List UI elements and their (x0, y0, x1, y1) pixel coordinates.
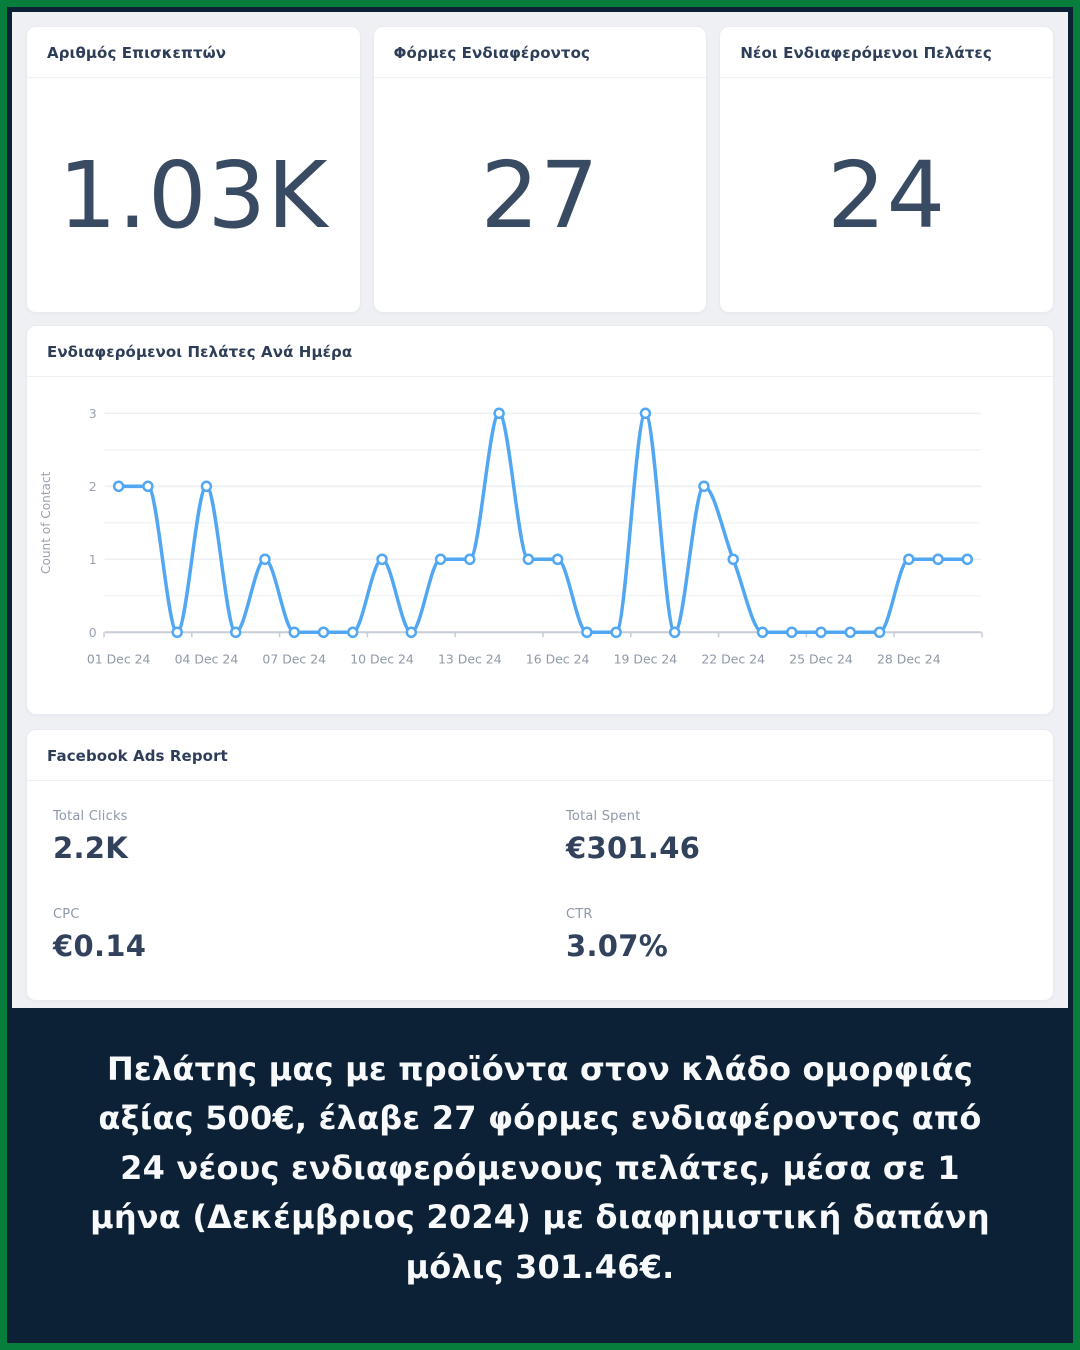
chart-point[interactable] (551, 553, 564, 566)
metric-total-clicks: Total Clicks 2.2K (27, 791, 540, 889)
chart-point[interactable] (493, 407, 505, 420)
caption-text: Πελάτης μας με προϊόντα στον κλάδο ομορφ… (90, 1049, 990, 1286)
chart-point[interactable] (142, 480, 154, 493)
chart-point[interactable] (786, 626, 798, 639)
chart-point[interactable] (610, 626, 622, 639)
chart-point[interactable] (464, 553, 476, 566)
chart-point[interactable] (112, 480, 125, 493)
kpi-card-forms: Φόρμες Ενδιαφέροντος 27 (372, 26, 708, 313)
kpi-title-new-leads: Νέοι Ενδιαφερόμενοι Πελάτες (720, 27, 1054, 78)
chart-point[interactable] (844, 626, 857, 639)
metric-value: €301.46 (566, 831, 701, 865)
report-frame: Αριθμός Επισκεπτών 1.03K Φόρμες Ενδιαφέρ… (7, 7, 1073, 1343)
chart-point[interactable] (961, 553, 974, 566)
facebook-ads-metrics: Total Clicks 2.2K Total Spent €301.46 CP… (27, 781, 1053, 1000)
x-tick-label: 01 Dec 24 (87, 651, 151, 666)
x-tick-label: 16 Dec 24 (526, 651, 590, 666)
chart-title: Ενδιαφερόμενοι Πελάτες Ανά Ημέρα (27, 326, 1053, 377)
chart-point[interactable] (376, 553, 388, 566)
chart-point[interactable] (171, 626, 183, 639)
facebook-ads-card: Facebook Ads Report Total Clicks 2.2K To… (26, 729, 1054, 1001)
chart-body: 0 1 2 3 Count of Contact 01 Dec 24 04 Dec 24 07… (27, 377, 1053, 714)
chart-point[interactable] (229, 626, 242, 639)
chart-point[interactable] (668, 626, 681, 639)
chart-point[interactable] (727, 553, 739, 566)
x-tick-label: 04 Dec 24 (175, 651, 239, 666)
chart-point[interactable] (581, 626, 593, 639)
metric-label: CPC (53, 906, 80, 922)
leads-per-day-card: Ενδιαφερόμενοι Πελάτες Ανά Ημέρα 0 1 2 3 Cou… (26, 325, 1054, 715)
metric-label: Total Spent (566, 809, 641, 824)
x-tick-label: 10 Dec 24 (350, 651, 414, 666)
chart-point[interactable] (317, 626, 330, 639)
chart-point[interactable] (756, 626, 769, 639)
chart-point[interactable] (434, 553, 447, 566)
metric-total-spent: Total Spent €301.46 (540, 791, 1053, 889)
kpi-value-new-leads: 24 (827, 141, 947, 249)
caption-section: Πελάτης μας με προϊόντα στον κλάδο ομορφ… (7, 1008, 1073, 1343)
kpi-title-forms: Φόρμες Ενδιαφέροντος (373, 27, 707, 78)
y-tick-label: 2 (89, 479, 97, 494)
dashboard: Αριθμός Επισκεπτών 1.03K Φόρμες Ενδιαφέρ… (12, 12, 1068, 1008)
chart-point[interactable] (522, 553, 535, 566)
x-tick-label: 25 Dec 24 (789, 651, 853, 666)
kpi-value-visitors: 1.03K (58, 141, 329, 249)
chart-point[interactable] (639, 407, 652, 420)
x-tick-label: 22 Dec 24 (701, 651, 765, 666)
y-tick-label: 1 (89, 552, 97, 567)
metric-ctr: CTR 3.07% (540, 889, 1053, 987)
chart-point[interactable] (405, 626, 418, 639)
kpi-card-visitors: Αριθμός Επισκεπτών 1.03K (26, 26, 361, 313)
y-tick-label: 3 (89, 406, 97, 421)
chart-point[interactable] (259, 553, 271, 566)
leads-per-day-chart[interactable]: 0 1 2 3 Count of Contact 01 Dec 24 04 Dec 24 07… (27, 377, 1053, 714)
chart-point[interactable] (903, 553, 915, 566)
y-axis-title: Count of Contact (39, 471, 53, 574)
metric-label: Total Clicks (53, 809, 128, 824)
y-tick-label: 0 (89, 625, 97, 640)
x-tick-label: 28 Dec 24 (877, 651, 941, 666)
kpi-card-new-leads: Νέοι Ενδιαφερόμενοι Πελάτες 24 (719, 26, 1055, 313)
chart-point[interactable] (288, 626, 300, 639)
x-tick-label: 19 Dec 24 (614, 651, 678, 666)
kpi-value-forms: 27 (480, 141, 600, 249)
chart-point[interactable] (815, 626, 827, 639)
chart-point[interactable] (932, 553, 944, 566)
facebook-ads-title: Facebook Ads Report (27, 730, 1053, 781)
x-tick-label: 13 Dec 24 (438, 651, 502, 666)
metric-cpc: CPC €0.14 (27, 889, 540, 987)
metric-label: CTR (566, 906, 593, 922)
kpi-row: Αριθμός Επισκεπτών 1.03K Φόρμες Ενδιαφέρ… (26, 26, 1055, 313)
chart-point[interactable] (873, 626, 886, 639)
chart-point[interactable] (698, 480, 710, 493)
chart-point[interactable] (200, 480, 213, 493)
x-tick-label: 07 Dec 24 (262, 651, 326, 666)
metric-value: €0.14 (53, 928, 147, 963)
chart-point[interactable] (347, 626, 359, 639)
metric-value: 3.07% (566, 928, 669, 963)
kpi-title-visitors: Αριθμός Επισκεπτών (27, 27, 360, 78)
metric-value: 2.2K (53, 831, 129, 865)
